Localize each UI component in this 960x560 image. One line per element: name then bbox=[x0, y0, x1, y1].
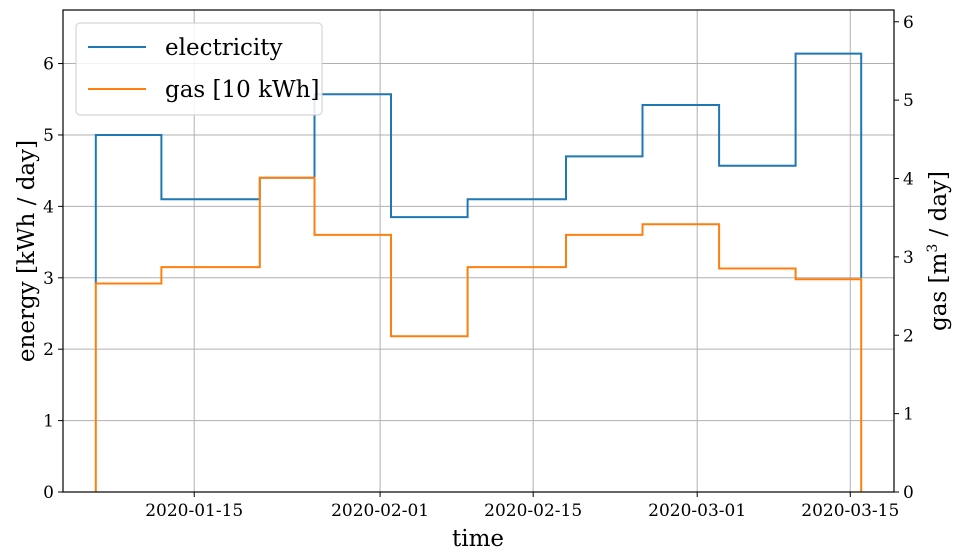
y-right-tick-label: 0 bbox=[903, 483, 914, 503]
x-tick-label: 2020-03-15 bbox=[801, 501, 899, 521]
x-tick-label: 2020-01-15 bbox=[145, 501, 243, 521]
y-tick-label: 3 bbox=[43, 269, 54, 289]
y-right-tick-label: 1 bbox=[903, 405, 914, 425]
y-right-tick-label: 6 bbox=[903, 13, 914, 33]
plot-frame bbox=[62, 9, 895, 493]
y-tick-label: 0 bbox=[43, 483, 54, 503]
series-line-electricity bbox=[94, 52, 863, 285]
y-right-tick-label: 5 bbox=[903, 91, 914, 111]
y-tick-label: 5 bbox=[43, 126, 54, 146]
x-tick-label: 2020-02-15 bbox=[484, 501, 582, 521]
y-tick-label: 2 bbox=[43, 340, 54, 360]
y-tick-label: 1 bbox=[43, 412, 54, 432]
y-axis-label-right: gas [m3 / day] bbox=[925, 171, 952, 331]
x-tick-label: 2020-02-01 bbox=[331, 501, 429, 521]
y-right-tick-label: 3 bbox=[903, 248, 914, 268]
series-line-gas bbox=[94, 176, 863, 492]
legend: electricity gas [10 kWh] bbox=[75, 22, 323, 116]
series-lines bbox=[94, 52, 863, 492]
legend-label-gas: gas [10 kWh] bbox=[165, 77, 319, 103]
y-tick-label: 6 bbox=[43, 55, 54, 75]
legend-label-electricity: electricity bbox=[165, 35, 283, 61]
y-right-tick-label: 2 bbox=[903, 326, 914, 346]
x-tick-label: 2020-03-01 bbox=[648, 501, 746, 521]
y-right-tick-label: 4 bbox=[903, 170, 914, 190]
y-tick-label: 4 bbox=[43, 197, 54, 217]
y-axis-label-left: energy [kWh / day] bbox=[14, 140, 40, 362]
x-axis-label: time bbox=[452, 526, 504, 552]
ticks: 0 1 2 3 4 5 6 0 1 2 3 4 5 6 2020-01-15 2020-02-01 2020-0… bbox=[43, 13, 914, 521]
